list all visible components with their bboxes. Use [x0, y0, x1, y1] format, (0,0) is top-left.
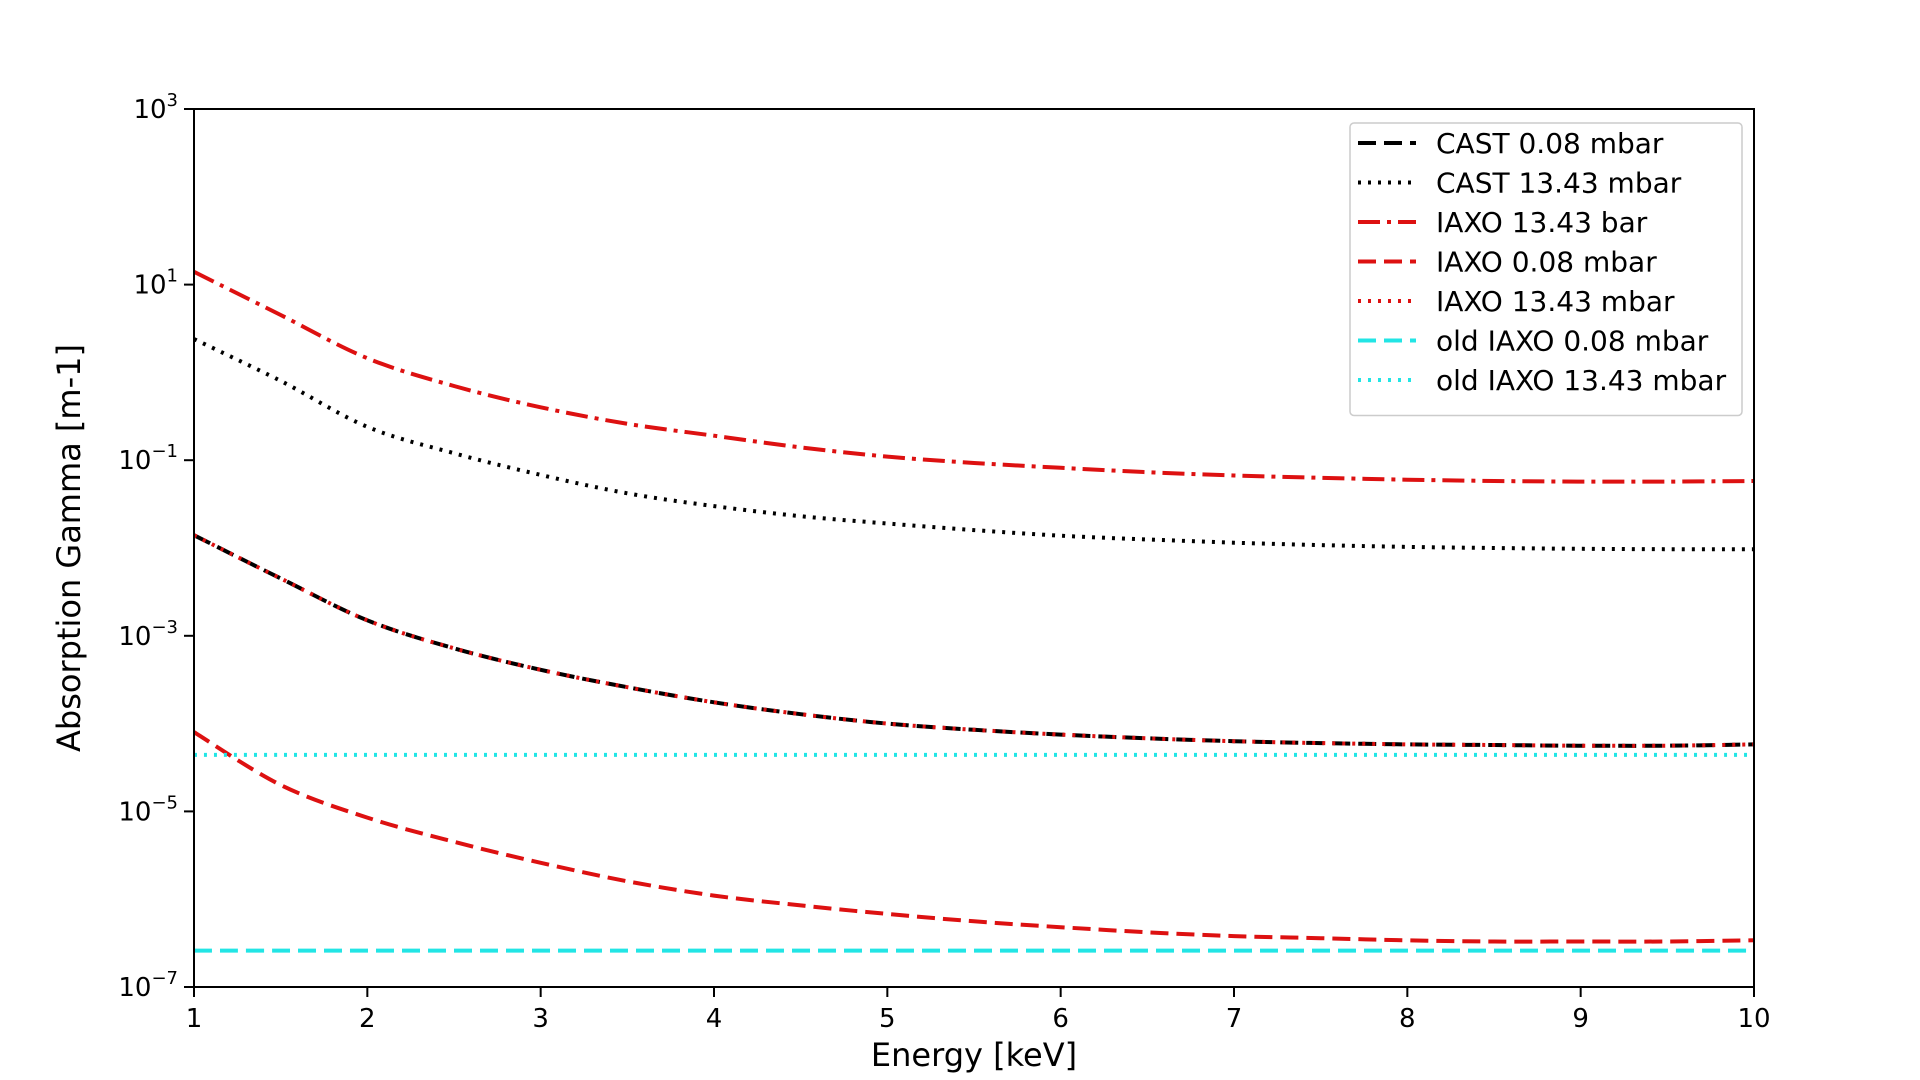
ticks-layer: 1 2 3 4 5 6 7 8 9 10 103 101 10−1 10−3 10−5 10−7 — [118, 90, 1770, 1034]
y-tick-label: 10−5 — [118, 792, 178, 827]
y-tick-label: 101 — [133, 266, 178, 301]
series-line-3 — [194, 730, 1754, 944]
legend-label: CAST 0.08 mbar — [1436, 127, 1664, 160]
y-tick-label: 103 — [133, 90, 178, 125]
x-tick-label: 1 — [186, 1004, 203, 1034]
legend-label: CAST 13.43 mbar — [1436, 167, 1682, 200]
y-axis-label: Absorption Gamma [m-1] — [50, 344, 88, 752]
x-tick-label: 9 — [1572, 1004, 1589, 1034]
legend-label: old IAXO 0.08 mbar — [1436, 325, 1709, 358]
series-line-4 — [194, 533, 1754, 748]
legend-label: IAXO 13.43 mbar — [1436, 285, 1675, 318]
x-tick-label: 3 — [532, 1004, 549, 1034]
legend-label: IAXO 13.43 bar — [1436, 206, 1648, 239]
series-layer — [194, 270, 1754, 953]
x-tick-label: 2 — [359, 1004, 376, 1034]
plot-frame — [193, 108, 1755, 988]
series-line-1 — [194, 337, 1754, 552]
x-axis-label: Energy [keV] — [871, 1036, 1077, 1074]
x-tick-label: 4 — [706, 1004, 723, 1034]
x-tick-label: 5 — [879, 1004, 896, 1034]
series-line-0 — [194, 533, 1754, 748]
y-tick-label: 10−3 — [118, 617, 178, 652]
x-tick-label: 8 — [1399, 1004, 1416, 1034]
x-tick-label: 7 — [1226, 1004, 1243, 1034]
legend: CAST 0.08 mbar CAST 13.43 mbar IAXO 13.43 … — [1349, 122, 1743, 417]
y-tick-label: 10−1 — [118, 441, 178, 476]
legend-label: old IAXO 13.43 mbar — [1436, 364, 1727, 397]
series-line-2 — [194, 270, 1754, 484]
legend-label: IAXO 0.08 mbar — [1436, 246, 1657, 279]
x-tick-label: 10 — [1737, 1004, 1770, 1034]
legend-box — [1349, 122, 1743, 417]
x-tick-label: 6 — [1052, 1004, 1069, 1034]
y-tick-label: 10−7 — [118, 968, 178, 1003]
